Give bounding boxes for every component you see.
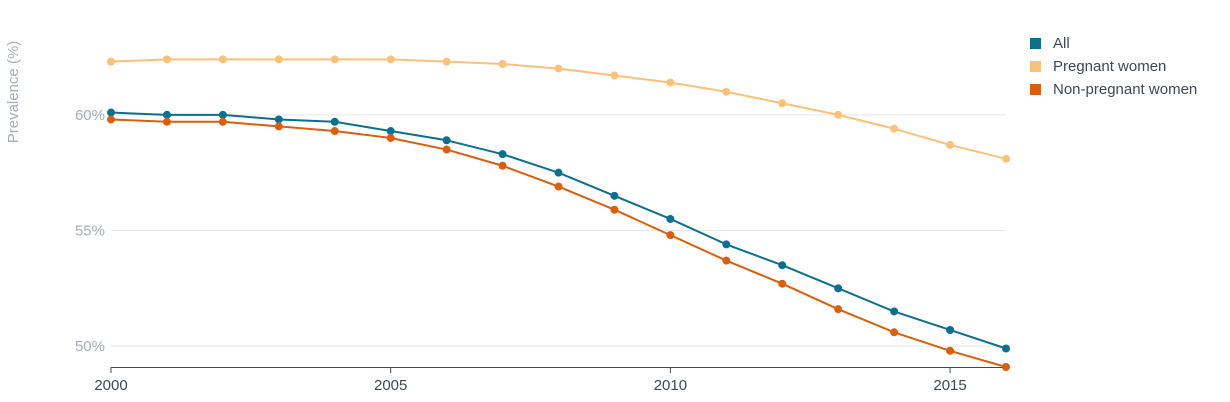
data-point[interactable] bbox=[834, 110, 843, 119]
data-point[interactable] bbox=[666, 214, 675, 223]
y-tick-label: 50% bbox=[75, 338, 105, 355]
data-point[interactable] bbox=[946, 140, 955, 149]
data-point[interactable] bbox=[610, 205, 619, 214]
data-point[interactable] bbox=[162, 55, 171, 64]
y-axis-label: Prevalence (%) bbox=[5, 41, 22, 144]
data-point[interactable] bbox=[890, 328, 899, 337]
data-point[interactable] bbox=[554, 168, 563, 177]
data-point[interactable] bbox=[778, 279, 787, 288]
legend-label: All bbox=[1053, 35, 1070, 52]
data-point[interactable] bbox=[498, 150, 507, 159]
data-point[interactable] bbox=[778, 99, 787, 108]
legend-label: Pregnant women bbox=[1053, 58, 1167, 75]
gridlines bbox=[111, 114, 1006, 347]
y-tick-label: 55% bbox=[75, 223, 105, 240]
data-point[interactable] bbox=[330, 127, 339, 136]
legend-item[interactable]: All bbox=[1030, 32, 1197, 55]
data-point[interactable] bbox=[554, 64, 563, 73]
legend-item[interactable]: Pregnant women bbox=[1030, 55, 1197, 78]
y-tick-label: 60% bbox=[75, 107, 105, 124]
legend-item[interactable]: Non-pregnant women bbox=[1030, 78, 1197, 101]
legend-swatch bbox=[1030, 61, 1041, 72]
x-tick-label: 2010 bbox=[654, 377, 687, 394]
x-axis-ticks: 2000 2005 2010 2015 bbox=[94, 367, 967, 394]
data-point[interactable] bbox=[946, 346, 955, 355]
data-point[interactable] bbox=[162, 110, 171, 119]
data-point[interactable] bbox=[218, 117, 227, 126]
data-point[interactable] bbox=[107, 115, 115, 124]
data-point[interactable] bbox=[946, 325, 955, 334]
series-group bbox=[107, 55, 1010, 371]
series-line bbox=[110, 118, 1007, 368]
series-pregnant-women bbox=[107, 55, 1010, 163]
data-point[interactable] bbox=[107, 57, 115, 66]
data-point[interactable] bbox=[386, 133, 395, 142]
data-point[interactable] bbox=[834, 305, 843, 314]
series-line bbox=[110, 58, 1007, 160]
x-tick-label: 2015 bbox=[933, 377, 966, 394]
data-point[interactable] bbox=[442, 57, 451, 66]
data-point[interactable] bbox=[442, 145, 451, 154]
data-point[interactable] bbox=[666, 78, 675, 87]
x-tick-label: 2005 bbox=[374, 377, 407, 394]
data-point[interactable] bbox=[107, 108, 115, 117]
data-point[interactable] bbox=[1002, 363, 1010, 371]
data-point[interactable] bbox=[610, 71, 619, 80]
data-point[interactable] bbox=[274, 115, 283, 124]
data-point[interactable] bbox=[834, 284, 843, 293]
data-point[interactable] bbox=[274, 55, 283, 64]
series-all bbox=[107, 108, 1010, 353]
data-point[interactable] bbox=[218, 110, 227, 119]
data-point[interactable] bbox=[890, 124, 899, 133]
legend-swatch bbox=[1030, 38, 1041, 49]
data-point[interactable] bbox=[498, 161, 507, 170]
legend-label: Non-pregnant women bbox=[1053, 81, 1198, 98]
data-point[interactable] bbox=[330, 117, 339, 126]
data-point[interactable] bbox=[666, 231, 675, 240]
data-point[interactable] bbox=[162, 117, 171, 126]
legend: All Pregnant women Non-pregnant women bbox=[1030, 32, 1197, 101]
data-point[interactable] bbox=[722, 256, 731, 265]
data-point[interactable] bbox=[890, 307, 899, 316]
legend-swatch bbox=[1030, 84, 1041, 95]
data-point[interactable] bbox=[610, 191, 619, 200]
data-point[interactable] bbox=[330, 55, 339, 64]
data-point[interactable] bbox=[778, 261, 787, 270]
data-point[interactable] bbox=[1002, 154, 1010, 163]
data-point[interactable] bbox=[554, 182, 563, 191]
data-point[interactable] bbox=[498, 59, 507, 68]
data-point[interactable] bbox=[274, 122, 283, 131]
y-axis-ticks: 50% 55% 60% bbox=[75, 107, 105, 355]
data-point[interactable] bbox=[1002, 344, 1010, 353]
data-point[interactable] bbox=[218, 55, 227, 64]
data-point[interactable] bbox=[386, 55, 395, 64]
series-non-pregnant-women bbox=[107, 115, 1010, 371]
data-point[interactable] bbox=[386, 127, 395, 136]
data-point[interactable] bbox=[722, 87, 731, 96]
data-point[interactable] bbox=[442, 136, 451, 145]
data-point[interactable] bbox=[722, 240, 731, 249]
x-tick-label: 2000 bbox=[94, 377, 127, 394]
